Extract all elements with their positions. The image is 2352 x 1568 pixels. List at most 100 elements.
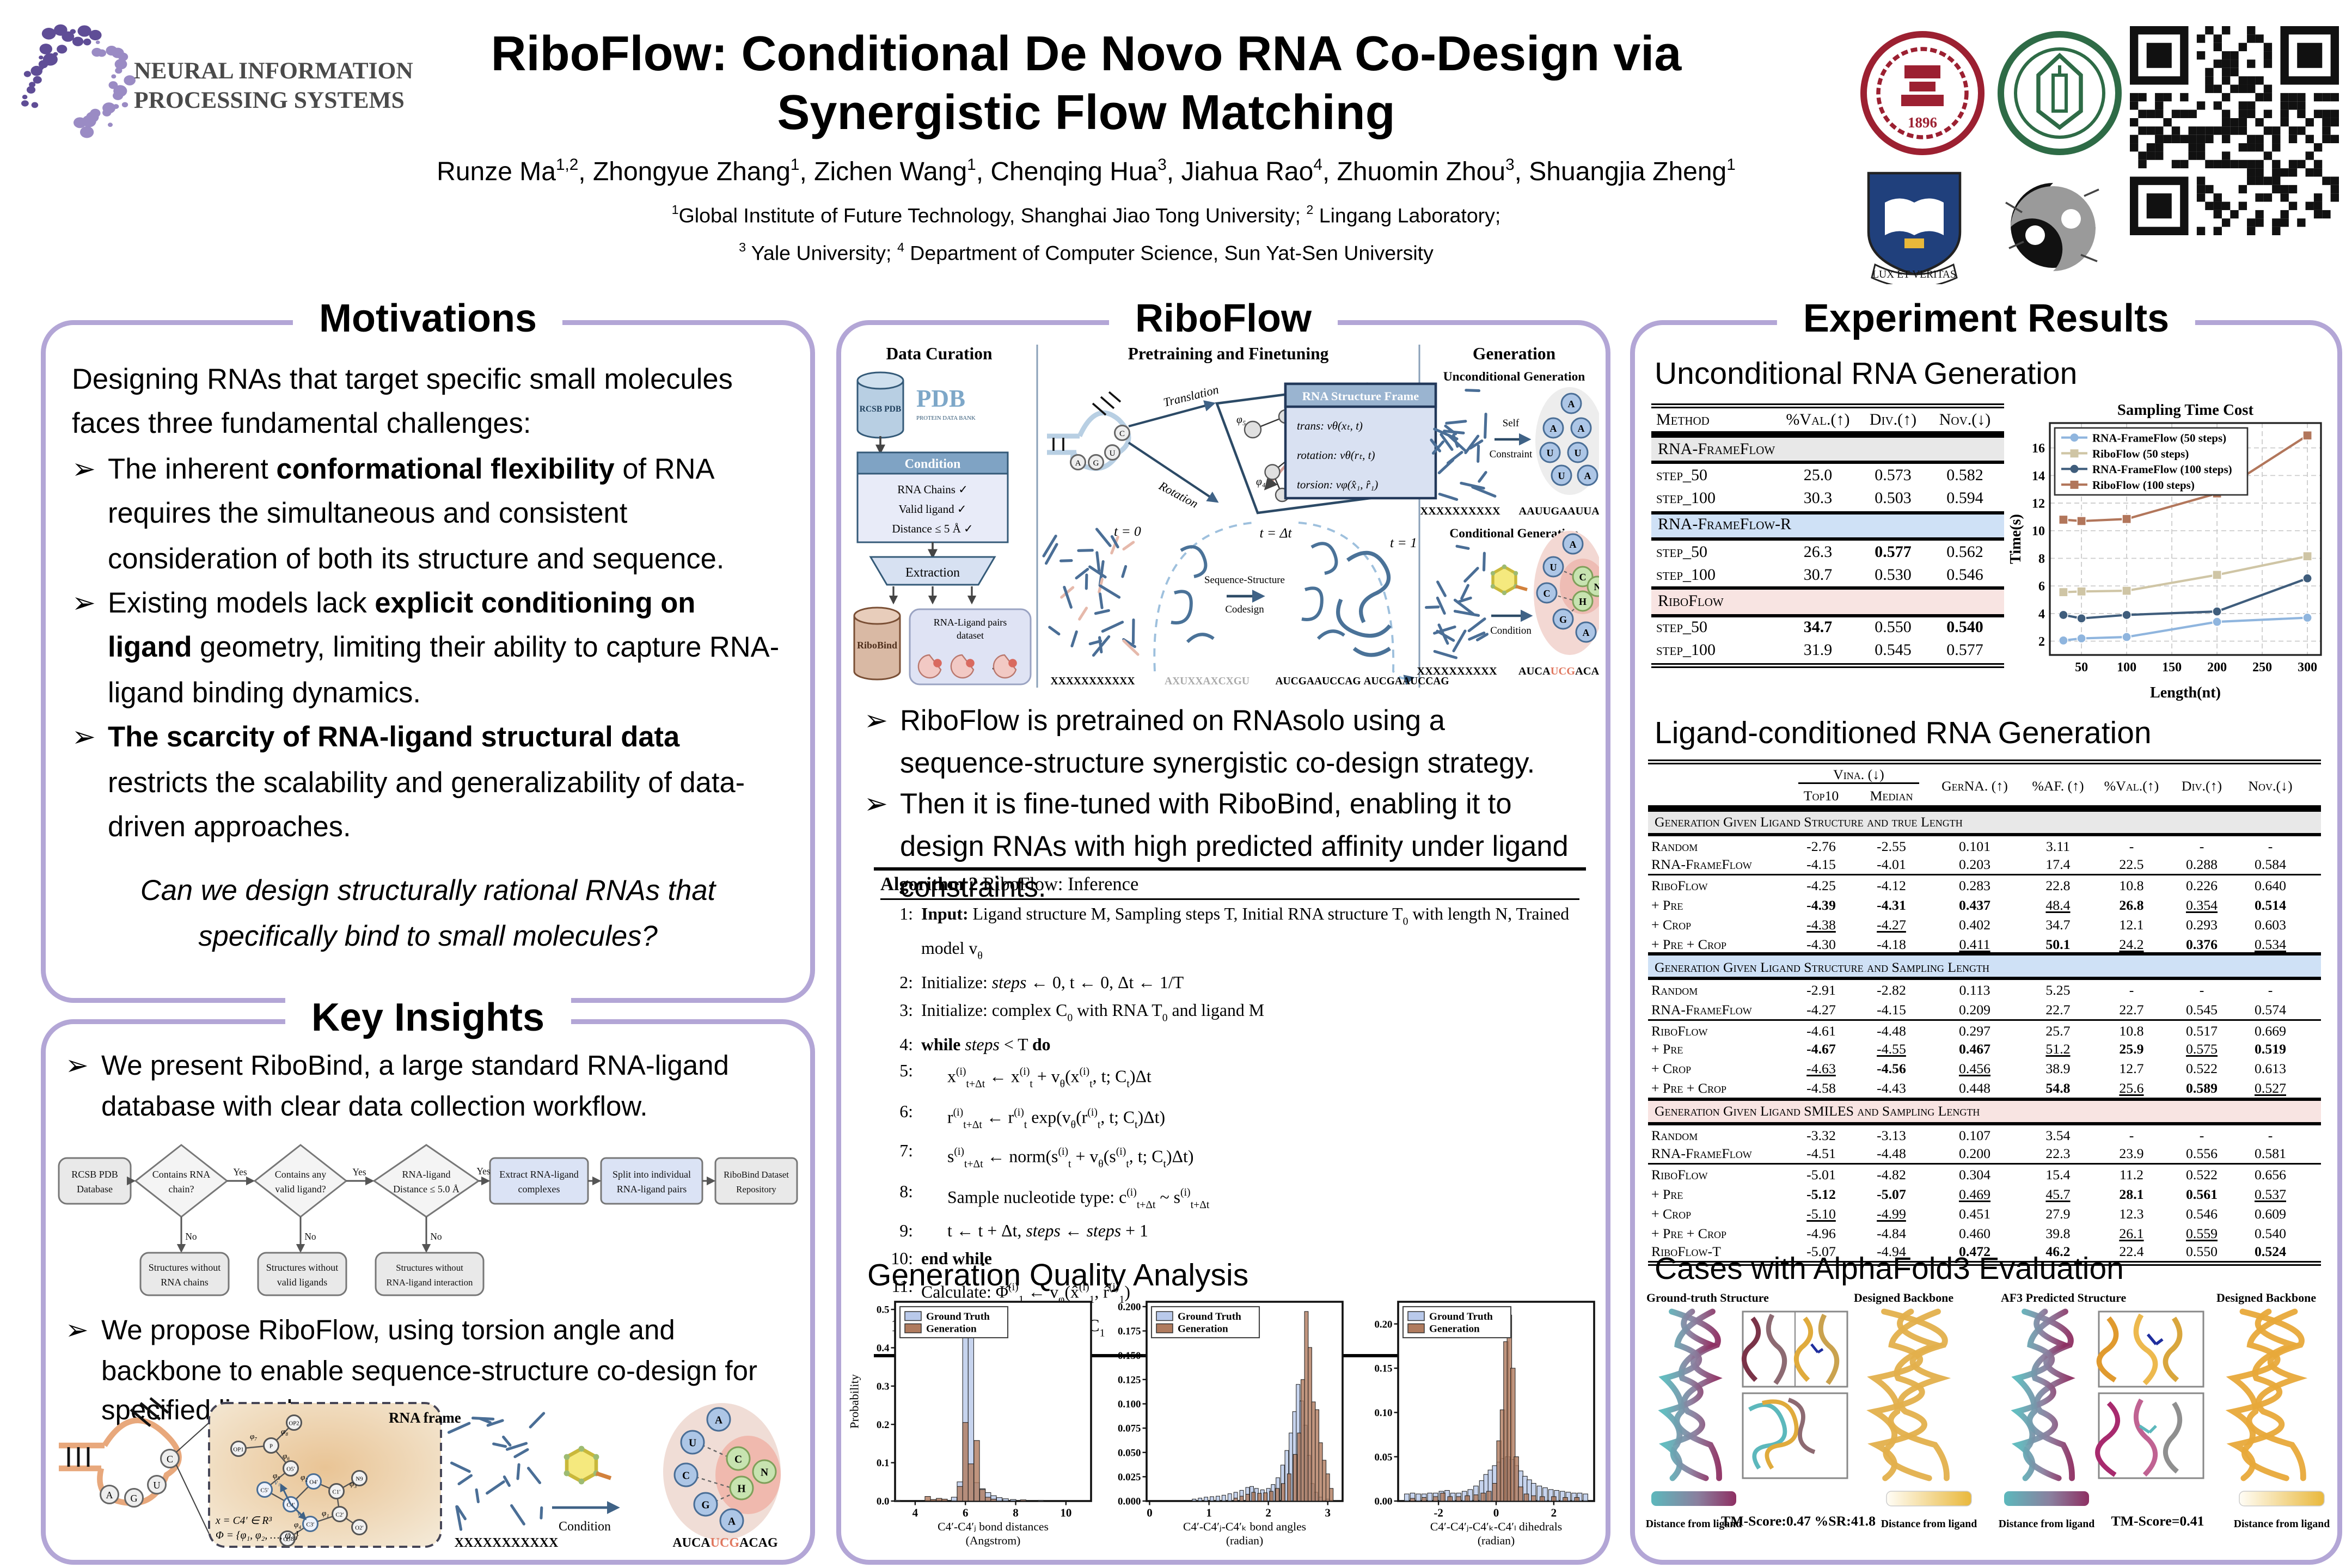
svg-text:0.05: 0.05: [1374, 1451, 1392, 1463]
designed-ribbon-2: [2225, 1308, 2308, 1481]
svg-text:A: A: [1578, 423, 1585, 434]
condition-label: Condition: [559, 1520, 611, 1534]
dist-legend-label-3: Distance from ligand: [1999, 1518, 2095, 1530]
motivations-panel: Motivations Designing RNAs that target s…: [41, 297, 815, 1003]
svg-text:trans: vθ(xₜ, t): trans: vθ(xₜ, t): [1297, 419, 1363, 432]
svg-text:complexes: complexes: [518, 1184, 560, 1195]
svg-text:valid ligands: valid ligands: [277, 1277, 327, 1288]
motivation-bullet-3: ➢ The scarcity of RNA-ligand structural d…: [72, 716, 784, 850]
flow-node-rcsb: [58, 1157, 132, 1205]
t0-noise-segments: [1042, 528, 1140, 657]
histogram-bond-distances: 4 6 8 10 0.0 0.1 0.2 0.3 0.4 0.5 C4′-C4′ⱼ bond dis…: [848, 1301, 1092, 1547]
svg-text:rotation: vθ(rₜ, t): rotation: vθ(rₜ, t): [1297, 449, 1375, 462]
algorithm-line: 7: s(i)t+Δt ← norm(s(i)t + vθ(s(i)t, t; C…: [899, 1143, 1194, 1171]
table-row: step_100 30.3 0.503 0.594: [1656, 490, 1983, 509]
svg-text:Generation: Generation: [926, 1324, 977, 1335]
svg-text:Time(s): Time(s): [2007, 514, 2024, 564]
table-row: + Crop -5.10 -4.99 0.451 27.9 12.3 0.546 0.609: [1651, 1205, 2287, 1222]
cases-heading: Cases with AlphaFold3 Evaluation: [1655, 1253, 2124, 1287]
qr-code: [2130, 26, 2339, 235]
motivations-question: Can we design structurally rational RNAs…: [140, 874, 716, 952]
partial-rna-sketch-1: [1171, 545, 1215, 644]
af3-ribbon: [2011, 1308, 2075, 1481]
table-group-band: RNA-FrameFlow: [1651, 434, 2004, 465]
svg-text:Φ = {φ₁, φ₂, …, φ₈}: Φ = {φ₁, φ₂, …, φ₈}: [216, 1530, 299, 1541]
dist-legend-label-1: Distance from ligand: [1646, 1518, 1742, 1530]
svg-text:0.10: 0.10: [1374, 1407, 1392, 1419]
riboflow-panel: RiboFlow Data Curation Pretraining and F…: [836, 297, 1610, 1565]
designed-ribbon-1: [1866, 1308, 1951, 1481]
svg-text:OP1: OP1: [233, 1447, 243, 1453]
seq-label-codesigned: AUCGAAUCCAG: [1275, 676, 1361, 687]
svg-text:v₂: v₂: [297, 1509, 303, 1517]
svg-text:Structures without: Structures without: [396, 1263, 463, 1273]
table-row: step_100 31.9 0.545 0.577: [1656, 642, 1983, 660]
svg-text:8: 8: [2038, 552, 2045, 566]
svg-text:250: 250: [2252, 660, 2272, 675]
svg-text:PROTEIN DATA BANK: PROTEIN DATA BANK: [916, 415, 976, 421]
svg-text:0.175: 0.175: [1118, 1326, 1141, 1337]
flow-node-extract: [489, 1157, 589, 1205]
svg-text:3: 3: [1325, 1506, 1331, 1520]
table-row: Random -2.91 -2.82 0.113 5.25- - -: [1651, 982, 2273, 999]
algorithm-line: 9: t ← t + Δt, steps ← steps + 1: [899, 1223, 1148, 1242]
svg-text:C5′: C5′: [261, 1487, 269, 1494]
svg-text:Ground Truth: Ground Truth: [926, 1311, 990, 1322]
logo-text-1: NEURAL INFORMATION: [134, 58, 413, 84]
svg-text:A: A: [715, 1415, 722, 1426]
sysu-logo: [1998, 31, 2122, 155]
svg-text:6: 6: [963, 1506, 969, 1520]
svg-text:RNA chains: RNA chains: [161, 1277, 209, 1288]
svg-text:U: U: [1558, 470, 1565, 481]
gt-structure-label: Ground-truth Structure: [1646, 1291, 1769, 1304]
table-row: + Crop -4.38 -4.27 0.402 34.7 12.1 0.293 0.603: [1651, 916, 2287, 933]
svg-text:C2′: C2′: [336, 1512, 344, 1518]
riboflow-title: RiboFlow: [1109, 297, 1338, 343]
svg-text:U: U: [1547, 448, 1554, 458]
svg-text:RCSB PDB: RCSB PDB: [71, 1169, 118, 1180]
svg-text:12: 12: [2032, 497, 2045, 511]
unconditional-results-table: Method %Val.(↑) Div.(↑) Nov.(↓) RNA-FrameFlo…: [1651, 403, 2004, 668]
bullet-arrow-icon: ➢: [65, 1050, 89, 1081]
svg-text:A: A: [1075, 459, 1081, 468]
tm-score-2: TM-Score=0.41: [2111, 1513, 2204, 1529]
algorithm-line: 2: Initialize: steps ← 0, t ← 0, Δt ← 1/T: [899, 975, 1184, 993]
svg-text:0.000: 0.000: [1118, 1496, 1141, 1508]
svg-text:dataset: dataset: [957, 630, 984, 641]
table-row: RiboFlow-T -5.07 -4.94 0.472 46.2 22.4 0.550 0.…: [1651, 1243, 2287, 1260]
svg-text:0.050: 0.050: [1118, 1447, 1141, 1459]
yale-logo: LUX ET VERITAS: [1867, 171, 1962, 284]
svg-text:Ground Truth: Ground Truth: [1178, 1311, 1241, 1322]
authors: Runze Ma1,2, Zhongyue Zhang1, Zichen Wan…: [437, 157, 1736, 187]
svg-text:RNA-ligand pairs: RNA-ligand pairs: [617, 1184, 687, 1195]
svg-text:0.1: 0.1: [877, 1457, 890, 1469]
rna-frame-figure: C U G A RNA frame: [59, 1397, 781, 1550]
svg-text:H: H: [737, 1484, 745, 1495]
svg-text:C: C: [1543, 588, 1551, 599]
svg-text:U: U: [1110, 449, 1116, 458]
svg-text:1896: 1896: [1908, 114, 1937, 131]
svg-text:A: A: [1570, 539, 1577, 550]
svg-text:(Angstrom): (Angstrom): [966, 1534, 1021, 1547]
svg-text:300: 300: [2298, 660, 2317, 675]
svg-text:C: C: [682, 1471, 690, 1482]
riboflow-bullet-2: ➢ Then it is fine-tuned with RiboBind, en…: [864, 784, 1586, 909]
gt-inset-boxes: [1742, 1310, 1848, 1479]
svg-text:0.150: 0.150: [1118, 1350, 1141, 1362]
cond-noise-segments: [1425, 544, 1489, 659]
svg-text:4: 4: [2038, 607, 2045, 621]
motivations-title: Motivations: [292, 297, 564, 343]
svg-text:C1′: C1′: [333, 1489, 341, 1496]
lingang-lab-logo: [2005, 183, 2099, 271]
algorithm-line: 6: r(i)t+Δt ← r(i)t exp(vθ(r(i)t, t; Ct)Δ…: [899, 1104, 1166, 1131]
table-header: Vina. (↓) GerNA. (↑) %AF. (↑) %Val.(↑) Div.(…: [1648, 764, 2321, 808]
svg-text:0.0: 0.0: [877, 1496, 890, 1508]
self-constraint-label-2: Constraint: [1490, 449, 1533, 460]
ligand-conditioned-results-table: Vina. (↓) GerNA. (↑) %AF. (↑) %Val.(↑) Div.(…: [1648, 759, 2321, 1266]
table-row: Random -3.32 -3.13 0.107 3.54- - -: [1651, 1126, 2273, 1143]
svg-text:Split into individual: Split into individual: [612, 1169, 691, 1180]
motivations-intro: Designing RNAs that target specific smal…: [72, 363, 733, 440]
svg-text:C4′-C4′ⱼ-C4′ₖ-C4′ₗ dihedrals: C4′-C4′ⱼ-C4′ₖ-C4′ₗ dihedrals: [1430, 1520, 1562, 1533]
flow-decision-rna-chain: [134, 1144, 229, 1218]
figure-col-pretraining: Pretraining and Finetuning: [1128, 344, 1329, 363]
